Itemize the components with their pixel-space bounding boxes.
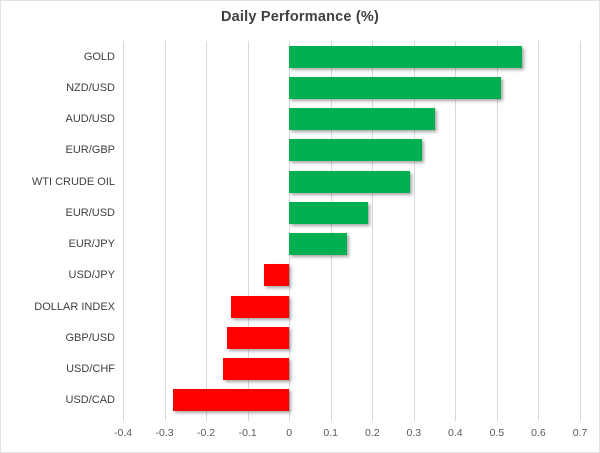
x-axis-tick-mark <box>538 416 540 421</box>
gridline <box>496 41 498 416</box>
bar-eur-jpy <box>289 233 348 256</box>
plot-area: -0.4 -0.3 -0.2 -0.1 0 0.1 0.2 0.3 0.4 0.5 0.6 0.7 <box>114 41 587 439</box>
x-tick-label: 0.1 <box>323 427 339 439</box>
x-axis-tick-mark <box>289 416 291 421</box>
x-tick-label: 0.2 <box>364 427 380 439</box>
chart-title: Daily Performance (%) <box>220 9 380 25</box>
gridline <box>413 41 415 416</box>
category-label-usd-jpy: USD/JPY <box>68 269 115 282</box>
category-label-gold: GOLD <box>83 50 115 63</box>
category-label-eur-jpy: EUR/JPY <box>68 238 115 251</box>
x-axis-tick-mark <box>372 416 374 421</box>
x-axis-tick-mark <box>330 416 332 421</box>
x-tick-label: 0.3 <box>406 427 422 439</box>
bar-usd-chf <box>222 358 290 381</box>
gridline <box>538 41 540 416</box>
category-label-aud-usd: AUD/USD <box>65 113 115 126</box>
gridline <box>206 41 208 416</box>
x-tick-label: -0.4 <box>113 427 133 439</box>
gridline <box>372 41 374 416</box>
x-tick-label: 0.5 <box>489 427 505 439</box>
x-tick-label: -0.3 <box>155 427 174 439</box>
x-axis-tick-mark <box>123 416 124 421</box>
category-label-usd-cad: USD/CAD <box>65 394 115 407</box>
bar-wti-crude-oil <box>289 170 410 193</box>
gridline <box>289 41 291 416</box>
category-axis: GOLD NZD/USD AUD/USD EUR/GBP WTI CRUDE OIL EU… <box>1 41 115 416</box>
category-label-nzd-usd: NZD/USD <box>66 81 115 94</box>
gridline <box>330 41 332 416</box>
x-tick-label: 0.6 <box>531 427 546 439</box>
x-axis-tick-mark <box>413 416 415 421</box>
bar-eur-gbp <box>289 139 423 162</box>
category-label-gbp-usd: GBP/USD <box>65 331 115 344</box>
bar-aud-usd <box>289 108 435 131</box>
x-axis-tick-mark <box>247 416 249 421</box>
gridline <box>580 41 581 416</box>
x-tick-label: 0.7 <box>572 427 588 439</box>
gridline <box>123 41 124 416</box>
x-tick-label: 0 <box>286 427 293 439</box>
bar-dollar-index <box>231 295 290 318</box>
x-axis-tick-mark <box>580 416 581 421</box>
gridline <box>455 41 457 416</box>
x-axis-tick-mark <box>455 416 457 421</box>
category-label-usd-chf: USD/CHF <box>66 363 115 376</box>
x-tick-label: -0.2 <box>197 427 216 439</box>
bar-gold <box>289 45 522 68</box>
category-label-eur-usd: EUR/USD <box>65 206 115 219</box>
x-axis-tick-mark <box>206 416 208 421</box>
bar-eur-usd <box>289 201 369 224</box>
gridline <box>164 41 166 416</box>
category-label-dollar-index: DOLLAR INDEX <box>34 300 115 313</box>
bar-usd-jpy <box>264 264 290 287</box>
bar-gbp-usd <box>226 326 290 349</box>
x-tick-label: -0.1 <box>238 427 257 439</box>
bar-usd-cad <box>172 389 290 412</box>
bar-nzd-usd <box>289 76 502 99</box>
x-tick-label: 0.4 <box>448 427 463 439</box>
category-label-eur-gbp: EUR/GBP <box>65 144 115 157</box>
x-axis-tick-mark <box>496 416 498 421</box>
gridline <box>247 41 249 416</box>
category-label-wti-crude-oil: WTI CRUDE OIL <box>31 175 115 188</box>
x-axis-tick-mark <box>164 416 166 421</box>
